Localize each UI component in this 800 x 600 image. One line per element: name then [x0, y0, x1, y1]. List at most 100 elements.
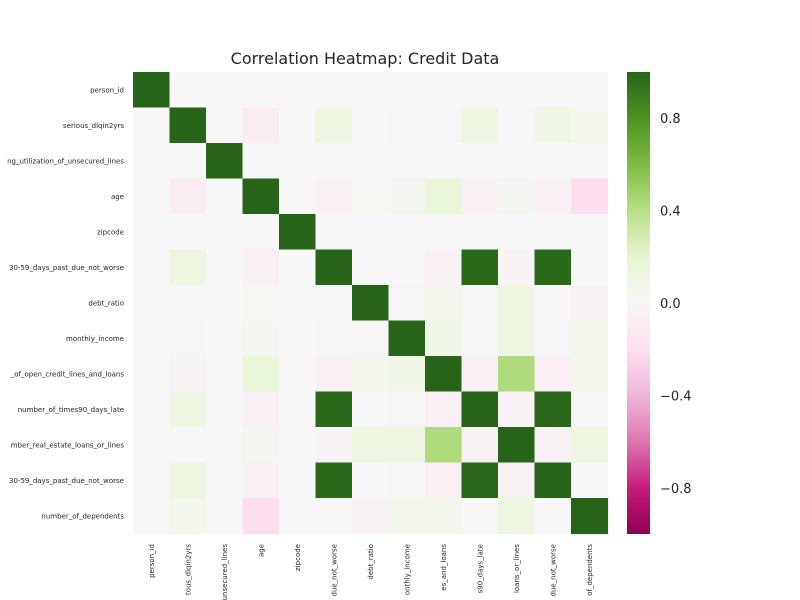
heatmap-cell [242, 427, 280, 464]
heatmap-cell [242, 72, 280, 109]
heatmap-cell [388, 178, 426, 215]
heatmap-cell [425, 249, 463, 286]
heatmap-cell [242, 391, 280, 428]
heatmap-cell [534, 285, 572, 322]
y-tick-label: age [111, 193, 124, 201]
heatmap-cell [279, 72, 317, 109]
heatmap-cell [461, 427, 499, 464]
heatmap-cell [133, 320, 171, 357]
heatmap-cell [498, 107, 536, 144]
heatmap-cell [461, 320, 499, 357]
heatmap-cell [352, 356, 390, 393]
heatmap-cell [571, 143, 609, 180]
heatmap-cell [242, 356, 280, 393]
heatmap-cell [425, 427, 463, 464]
x-tick-label: zipcode [294, 544, 302, 571]
heatmap-cell [425, 107, 463, 144]
heatmap-cell [315, 143, 353, 180]
heatmap-cell [206, 143, 244, 180]
heatmap-cell [206, 178, 244, 215]
heatmap-cell [315, 391, 353, 428]
heatmap-cell [498, 462, 536, 499]
heatmap-cell [169, 498, 207, 535]
heatmap-cell [352, 107, 390, 144]
x-tick-label: of_dependents [586, 544, 594, 596]
heatmap-cell [498, 285, 536, 322]
x-tick-label: person_id [148, 544, 156, 578]
heatmap-cell [133, 72, 171, 109]
heatmap-cell [315, 178, 353, 215]
heatmap-cell [498, 72, 536, 109]
heatmap-cell [498, 320, 536, 357]
heatmap-cell [425, 143, 463, 180]
y-tick-label: 30-59_days_past_due_not_worse [9, 477, 124, 485]
heatmap-cell [425, 391, 463, 428]
heatmap-cell [315, 320, 353, 357]
y-tick-label: mber_real_estate_loans_or_lines [11, 441, 125, 449]
heatmap-cell [571, 285, 609, 322]
heatmap-cell [571, 249, 609, 286]
heatmap-cell [133, 249, 171, 286]
heatmap-cell [279, 285, 317, 322]
heatmap-cell [206, 107, 244, 144]
heatmap-cell [352, 178, 390, 215]
heatmap-cell [461, 214, 499, 251]
heatmap-cell [169, 356, 207, 393]
x-tick-labels: person_id tous_dlqin2yrs unsecured_lines ag… [148, 544, 594, 600]
heatmap-cell [242, 143, 280, 180]
heatmap-cell [169, 427, 207, 464]
heatmap-cell [133, 391, 171, 428]
heatmap-cells [133, 72, 609, 535]
heatmap-cell [388, 214, 426, 251]
heatmap-cell [242, 107, 280, 144]
heatmap-cell [206, 214, 244, 251]
heatmap-cell [388, 391, 426, 428]
heatmap-cell [242, 214, 280, 251]
heatmap-cell [206, 498, 244, 535]
heatmap-cell [169, 178, 207, 215]
heatmap-cell [425, 498, 463, 535]
heatmap-cell [315, 107, 353, 144]
heatmap-cell [315, 72, 353, 109]
heatmap-cell [461, 356, 499, 393]
y-tick-label: debt_ratio [88, 299, 124, 307]
heatmap-cell [133, 285, 171, 322]
x-tick-label: onthly_income [403, 544, 411, 595]
heatmap-cell [498, 178, 536, 215]
heatmap-cell [279, 462, 317, 499]
heatmap-cell [534, 462, 572, 499]
heatmap-cell [571, 107, 609, 144]
heatmap-cell [534, 72, 572, 109]
heatmap-cell [461, 107, 499, 144]
heatmap-cell [534, 178, 572, 215]
heatmap-cell [498, 214, 536, 251]
heatmap-cell [571, 320, 609, 357]
heatmap-cell [169, 285, 207, 322]
heatmap-cell [169, 143, 207, 180]
heatmap-cell [206, 356, 244, 393]
y-tick-label: _of_open_credit_lines_and_loans [10, 370, 125, 378]
heatmap-cell [388, 107, 426, 144]
y-tick-label: number_of_dependents [41, 512, 124, 520]
y-tick-labels: person_id serious_dlqin2yrs ng_utilization… [7, 86, 124, 520]
heatmap-cell [206, 72, 244, 109]
heatmap-cell [388, 320, 426, 357]
heatmap-cell [206, 285, 244, 322]
heatmap-cell [279, 107, 317, 144]
heatmap-cell [352, 72, 390, 109]
heatmap-cell [425, 72, 463, 109]
heatmap-cell [279, 214, 317, 251]
heatmap-cell [425, 285, 463, 322]
heatmap-cell [315, 214, 353, 251]
colorbar-tick-label: 0.8 [660, 112, 681, 127]
heatmap-cell [133, 214, 171, 251]
heatmap-cell [133, 462, 171, 499]
x-tick-label: due_not_worse [330, 544, 338, 597]
heatmap-cell [352, 427, 390, 464]
colorbar: 0.8 0.4 0.0 −0.4 −0.8 [627, 72, 692, 534]
heatmap-cell [315, 498, 353, 535]
heatmap-cell [461, 178, 499, 215]
colorbar-tick-label: −0.4 [660, 389, 692, 404]
heatmap-cell [352, 285, 390, 322]
heatmap-cell [206, 391, 244, 428]
